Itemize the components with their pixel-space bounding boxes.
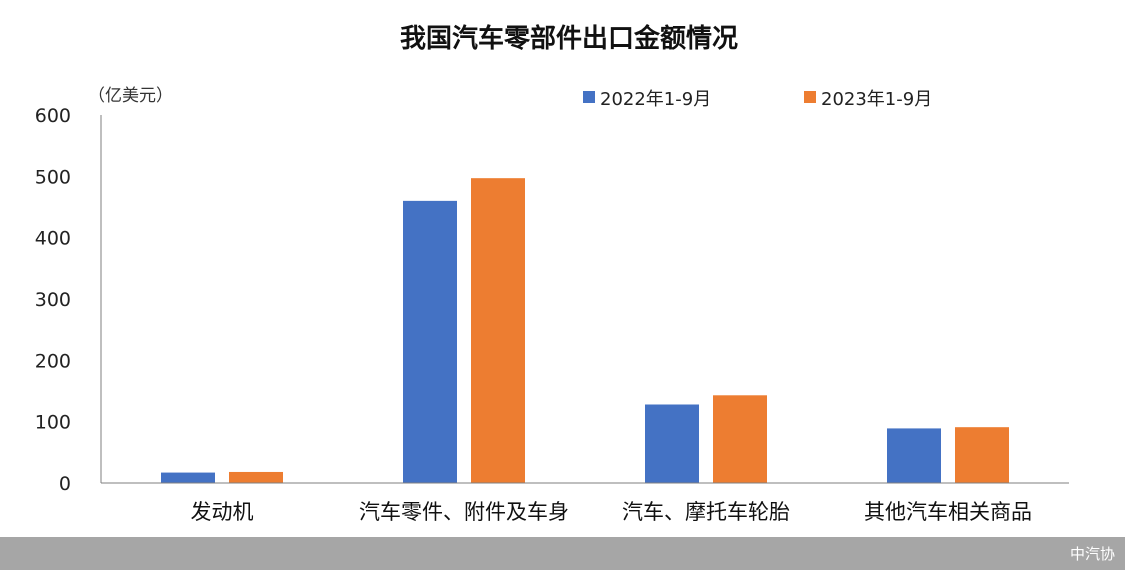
- footer-bar: 中汽协: [0, 537, 1125, 570]
- legend-swatch-2022: [583, 91, 595, 103]
- legend-label-2022: 2022年1-9月: [600, 89, 711, 110]
- legend-label-2023: 2023年1-9月: [821, 89, 932, 110]
- bar: [955, 427, 1009, 483]
- y-tick-label: 300: [35, 289, 71, 311]
- x-category-label: 汽车零件、附件及车身: [359, 500, 569, 524]
- bar: [161, 472, 215, 483]
- x-category-label: 其他汽车相关商品: [864, 500, 1032, 524]
- bar: [713, 395, 767, 483]
- x-axis: 发动机 汽车零件、附件及车身 汽车、摩托车轮胎 其他汽车相关商品: [101, 482, 1069, 524]
- bar-chart: 我国汽车零部件出口金额情况 （亿美元） 2022年1-9月 2023年1-9月 …: [35, 23, 1069, 524]
- bar: [229, 471, 283, 483]
- bar: [471, 178, 525, 483]
- y-axis: 0 100 200 300 400 500 600: [35, 105, 102, 495]
- y-tick-label: 500: [35, 166, 71, 188]
- y-tick-label: 200: [35, 350, 71, 372]
- legend-swatch-2023: [804, 91, 816, 103]
- x-category-label: 发动机: [191, 500, 254, 524]
- y-tick-label: 600: [35, 105, 71, 127]
- bar: [887, 428, 941, 483]
- source-label: 中汽协: [1069, 545, 1115, 563]
- legend: 2022年1-9月 2023年1-9月: [583, 89, 932, 110]
- plot-area: [161, 178, 1009, 483]
- bar: [403, 200, 457, 483]
- x-category-label: 汽车、摩托车轮胎: [622, 500, 790, 524]
- y-tick-label: 0: [59, 473, 71, 495]
- chart-title: 我国汽车零部件出口金额情况: [400, 23, 738, 54]
- bar: [645, 404, 699, 483]
- y-tick-label: 400: [35, 228, 71, 250]
- unit-label: （亿美元）: [88, 86, 173, 106]
- y-tick-label: 100: [35, 412, 71, 434]
